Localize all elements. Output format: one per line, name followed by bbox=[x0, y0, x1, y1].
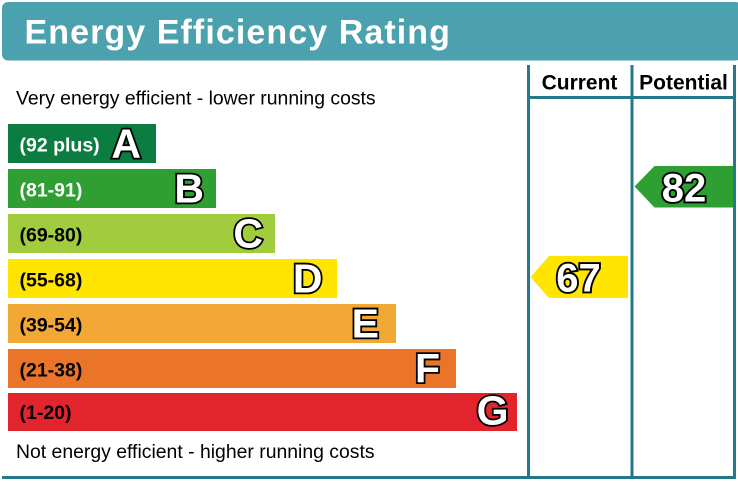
svg-text:D: D bbox=[293, 256, 323, 302]
svg-text:82: 82 bbox=[662, 167, 707, 211]
svg-text:Very energy efficient - lower: Very energy efficient - lower running co… bbox=[16, 88, 376, 110]
svg-text:E: E bbox=[352, 301, 379, 347]
svg-text:67: 67 bbox=[556, 257, 601, 301]
svg-text:A: A bbox=[111, 121, 141, 167]
svg-text:C: C bbox=[233, 211, 263, 257]
svg-text:G: G bbox=[477, 388, 509, 434]
svg-text:F: F bbox=[415, 346, 440, 392]
svg-text:(39-54): (39-54) bbox=[20, 315, 83, 337]
svg-text:Potential: Potential bbox=[639, 72, 728, 95]
svg-text:(1-20): (1-20) bbox=[20, 402, 72, 424]
svg-text:Not energy efficient - higher: Not energy efficient - higher running co… bbox=[16, 441, 375, 463]
svg-text:(81-91): (81-91) bbox=[20, 180, 83, 202]
svg-text:(55-68): (55-68) bbox=[20, 270, 83, 292]
svg-text:(21-38): (21-38) bbox=[20, 360, 83, 382]
svg-text:Energy Efficiency Rating: Energy Efficiency Rating bbox=[25, 14, 451, 52]
svg-text:Current: Current bbox=[542, 72, 618, 95]
svg-text:(92 plus): (92 plus) bbox=[20, 135, 100, 157]
svg-text:(69-80): (69-80) bbox=[20, 225, 83, 247]
svg-text:B: B bbox=[174, 166, 204, 212]
